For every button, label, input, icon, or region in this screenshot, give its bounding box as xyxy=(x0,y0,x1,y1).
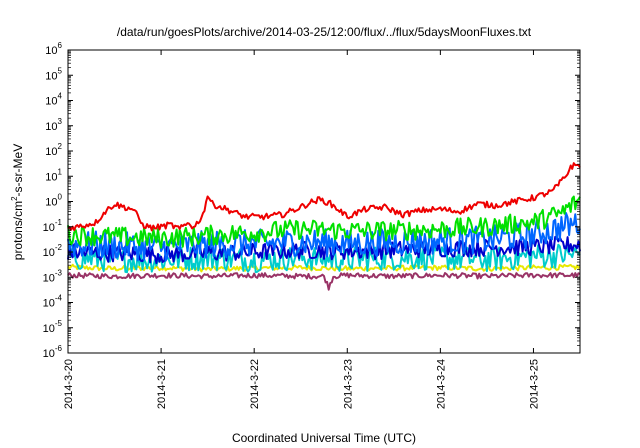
series-line xyxy=(67,235,581,265)
x-tick-label: 2014-3-24 xyxy=(435,359,447,409)
y-tick-label-base: 10 xyxy=(45,197,57,209)
y-tick-label-base: 10 xyxy=(43,348,55,360)
y-tick-label-base: 10 xyxy=(43,272,55,284)
y-tick-label-base: 10 xyxy=(43,247,55,259)
y-tick-label: 10-1 xyxy=(43,218,63,234)
y-tick-label: 10-6 xyxy=(43,344,63,360)
y-tick-label-base: 10 xyxy=(45,45,57,57)
y-tick-label-base: 10 xyxy=(45,146,57,158)
y-tick-label: 10-2 xyxy=(43,243,63,259)
y-tick-label-base: 10 xyxy=(45,121,57,133)
y-tick-label-base: 10 xyxy=(45,171,57,183)
y-axis-label-part-1: protons/cm xyxy=(11,201,25,260)
y-tick-label: 105 xyxy=(45,66,62,82)
y-tick-label: 10-3 xyxy=(43,268,63,284)
y-tick-label-base: 10 xyxy=(43,222,55,234)
series-line xyxy=(67,162,581,232)
x-tick-label: 2014-3-20 xyxy=(63,359,75,409)
y-tick-label-exponent: 2 xyxy=(58,142,63,151)
y-tick-label: 103 xyxy=(45,117,62,133)
y-tick-label-exponent: -6 xyxy=(55,344,63,353)
y-tick-label: 101 xyxy=(45,167,62,183)
y-tick-label-exponent: -5 xyxy=(55,319,63,328)
x-tick-label: 2014-3-22 xyxy=(249,359,261,409)
series-layer xyxy=(67,162,581,291)
y-tick-label-exponent: -1 xyxy=(55,218,63,227)
y-tick-label-exponent: -2 xyxy=(55,243,63,252)
y-axis-label-exponent: 2 xyxy=(10,196,19,201)
y-tick-label-exponent: 0 xyxy=(58,193,63,202)
y-tick-label-exponent: -3 xyxy=(55,268,63,277)
y-axis: 10-610-510-410-310-210-11001011021031041… xyxy=(43,41,580,360)
y-tick-label-exponent: 3 xyxy=(58,117,63,126)
y-tick-label-exponent: 5 xyxy=(58,66,63,75)
x-axis-label: Coordinated Universal Time (UTC) xyxy=(232,431,416,445)
y-tick-label: 100 xyxy=(45,193,62,209)
y-tick-label: 104 xyxy=(45,92,62,108)
x-tick-label: 2014-3-21 xyxy=(156,359,168,409)
y-tick-label-exponent: 1 xyxy=(58,167,63,176)
y-tick-label-exponent: -4 xyxy=(55,294,63,303)
y-tick-label-exponent: 6 xyxy=(58,41,63,50)
x-tick-label: 2014-3-23 xyxy=(342,359,354,409)
x-tick-label: 2014-3-25 xyxy=(528,359,540,409)
series-line xyxy=(67,212,581,262)
chart-title: /data/run/goesPlots/archive/2014-03-25/1… xyxy=(117,25,532,39)
x-axis: 2014-3-20 2014-3-21 2014-3-22 2014-3-23 2014… xyxy=(63,50,540,409)
y-tick-label-exponent: 4 xyxy=(58,92,63,101)
y-axis-label-part-2: -s-sr-MeV xyxy=(11,144,25,197)
y-tick-label: 10-5 xyxy=(43,319,63,335)
series-line xyxy=(67,263,581,273)
y-tick-label-base: 10 xyxy=(45,70,57,82)
y-tick-label: 102 xyxy=(45,142,62,158)
series-line xyxy=(67,272,581,291)
y-axis-label: protons/cm2-s-sr-MeV xyxy=(10,144,25,260)
y-tick-label-base: 10 xyxy=(45,96,57,108)
y-tick-label-base: 10 xyxy=(43,298,55,310)
y-tick-label: 106 xyxy=(45,41,62,57)
y-tick-label: 10-4 xyxy=(43,294,63,310)
series-line xyxy=(67,195,581,249)
y-tick-label-base: 10 xyxy=(43,323,55,335)
